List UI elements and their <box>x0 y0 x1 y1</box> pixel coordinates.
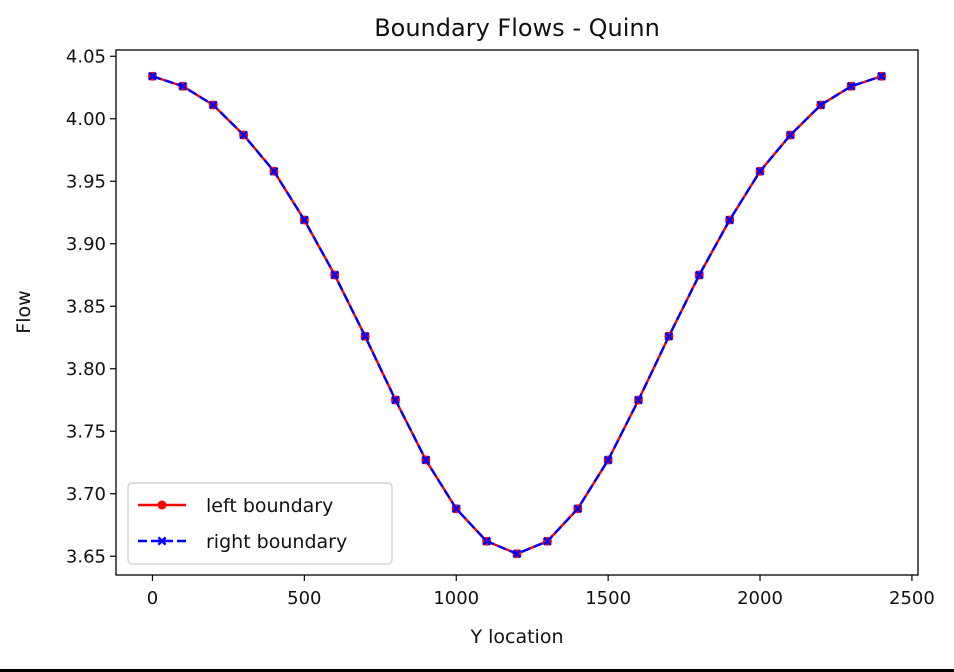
series-line <box>152 75 882 555</box>
data-point <box>664 331 674 341</box>
data-point <box>877 71 886 81</box>
data-point <box>148 71 157 81</box>
data-point <box>269 166 279 176</box>
data-point <box>634 395 643 405</box>
y-tick-label: 3.90 <box>66 234 106 255</box>
y-tick-label: 3.65 <box>66 546 106 567</box>
data-point <box>694 270 704 280</box>
series-line <box>152 75 882 555</box>
y-axis-label: Flow <box>13 290 35 333</box>
y-tick-label: 3.75 <box>66 421 106 442</box>
data-point <box>299 215 309 225</box>
data-point <box>391 395 400 405</box>
x-tick-label: 500 <box>287 588 321 609</box>
data-point <box>208 100 218 110</box>
plot-frame <box>115 49 919 576</box>
plot-area <box>147 71 887 559</box>
legend-label: left boundary <box>206 495 333 517</box>
y-tick-label: 4.05 <box>66 46 106 67</box>
data-point <box>816 100 826 110</box>
data-point <box>785 130 795 140</box>
legend-marker <box>157 536 167 546</box>
data-point <box>603 455 613 465</box>
y-tick-label: 3.95 <box>66 171 106 192</box>
bottom-rule <box>0 669 954 672</box>
data-point <box>330 270 340 280</box>
data-point <box>846 81 856 91</box>
x-axis-label: Y location <box>469 626 563 648</box>
data-point <box>421 455 431 465</box>
legend-box <box>127 482 393 565</box>
data-point <box>755 166 765 176</box>
data-point <box>512 549 522 559</box>
data-point <box>725 215 735 225</box>
data-point <box>239 130 249 140</box>
legend-marker <box>157 500 167 510</box>
x-tick-label: 2000 <box>737 588 783 609</box>
legend: left boundary right boundary <box>127 482 393 565</box>
data-point <box>573 504 583 514</box>
data-point <box>360 331 370 341</box>
y-tick-label: 3.80 <box>66 359 106 380</box>
data-point <box>542 536 552 546</box>
y-tick-label: 3.85 <box>66 296 106 317</box>
series-right-boundary <box>148 71 886 559</box>
y-tick-label: 3.70 <box>66 484 106 505</box>
data-point <box>482 536 492 546</box>
x-tick-label: 2500 <box>889 588 935 609</box>
y-tick-label: 4.00 <box>66 109 106 130</box>
x-tick-label: 1000 <box>433 588 479 609</box>
data-point <box>451 504 461 514</box>
legend-label: right boundary <box>206 531 347 553</box>
x-tick-label: 1500 <box>585 588 631 609</box>
chart-title: Boundary Flows - Quinn <box>374 14 660 42</box>
axes: 0 500 1000 1500 2000 2500 3.65 3.70 3.75 3.80 3.85… <box>66 46 935 609</box>
x-tick-label: 0 <box>147 588 158 609</box>
data-point <box>178 81 188 91</box>
